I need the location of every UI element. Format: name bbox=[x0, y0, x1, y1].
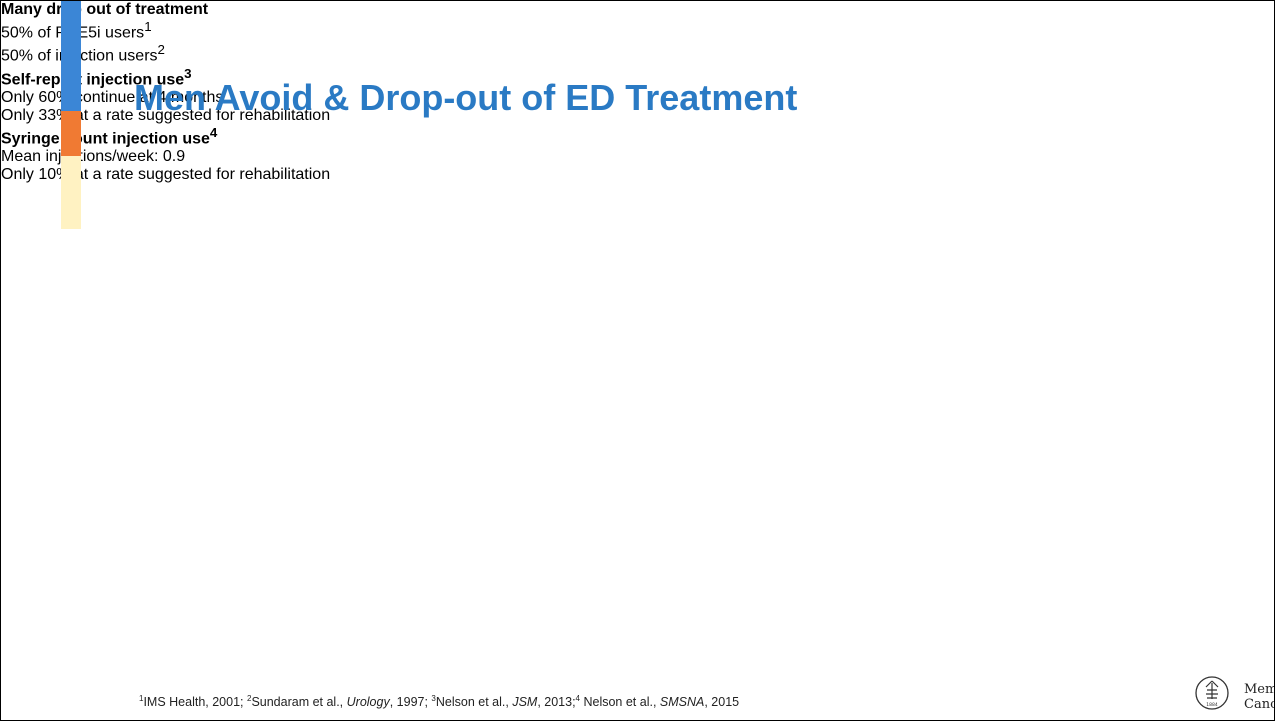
citation-text: , 2013; bbox=[537, 695, 576, 709]
sub-bullet: –Mean injections/week: 0.9 bbox=[1, 148, 1274, 166]
footnote-ref: 1 bbox=[144, 19, 152, 34]
footnote-number: 3 bbox=[431, 693, 436, 703]
footnote-ref: 2 bbox=[157, 42, 165, 58]
journal: JSM bbox=[512, 695, 538, 709]
logo-text: Memorial Sloan Kettering Cancer Center bbox=[1244, 682, 1274, 712]
bullet: •Syringe count injection use4 bbox=[1, 125, 1274, 148]
sub-bullet-text: Only 60% continue at 4 months bbox=[1, 88, 224, 106]
sub-bullet: –50% of PDE5i users1 bbox=[1, 19, 1274, 42]
bullet: •Self-report injection use3 bbox=[1, 66, 1274, 89]
footnote-number: 1 bbox=[139, 693, 144, 703]
bullet-text: Self-report injection use bbox=[1, 70, 185, 88]
accent-blue bbox=[61, 1, 81, 111]
sub-bullet-text: Mean injections/week: 0.9 bbox=[1, 148, 186, 166]
sub-bullet-text: Only 10% at a rate suggested for rehabil… bbox=[1, 166, 331, 184]
citation-text: Sundaram et al., bbox=[251, 695, 347, 709]
sub-bullet: –50% of injection users2 bbox=[1, 42, 1274, 65]
bullet-list: •Many drop out of treatment–50% of PDE5i… bbox=[1, 1, 1274, 184]
footnote-number: 4 bbox=[575, 693, 580, 703]
bullet-text: Syringe count injection use bbox=[1, 130, 210, 148]
accent-orange bbox=[61, 111, 81, 156]
footnote: 1IMS Health, 2001; 2Sundaram et al., Uro… bbox=[139, 693, 740, 709]
footnote-ref: 3 bbox=[184, 65, 192, 81]
sub-bullet: –Only 10% at a rate suggested for rehabi… bbox=[1, 166, 1274, 184]
journal: SMSNA bbox=[659, 695, 705, 709]
logo-line: Memorial Sloan Kettering bbox=[1244, 682, 1274, 697]
footnote-number: 2 bbox=[246, 693, 252, 703]
accent-yellow bbox=[61, 156, 81, 229]
sub-bullet-text: Only 33% at a rate suggested for rehabil… bbox=[1, 106, 331, 124]
logo-line: Cancer Center bbox=[1244, 697, 1274, 712]
bullet-text: Many drop out of treatment bbox=[1, 1, 209, 18]
citation-text: , 2015 bbox=[704, 695, 740, 709]
citation-text: Nelson et al., bbox=[580, 695, 660, 709]
logo-mark: 1884 bbox=[1195, 676, 1229, 710]
slide-title: Men Avoid & Drop-out of ED Treatment bbox=[134, 77, 798, 118]
citation-text: Nelson et al., bbox=[435, 695, 513, 709]
sub-bullet: –Only 60% continue at 4 months bbox=[1, 89, 1274, 107]
journal: Urology bbox=[346, 695, 390, 709]
citation-text: IMS Health, 2001; bbox=[143, 695, 247, 709]
sub-bullet: –Only 33% at a rate suggested for rehabi… bbox=[1, 107, 1274, 125]
footnote-ref: 4 bbox=[209, 124, 218, 140]
citation-text: , 1997; bbox=[389, 695, 432, 709]
logo-year: 1884 bbox=[1206, 702, 1218, 708]
bullet: •Many drop out of treatment bbox=[1, 1, 1274, 19]
